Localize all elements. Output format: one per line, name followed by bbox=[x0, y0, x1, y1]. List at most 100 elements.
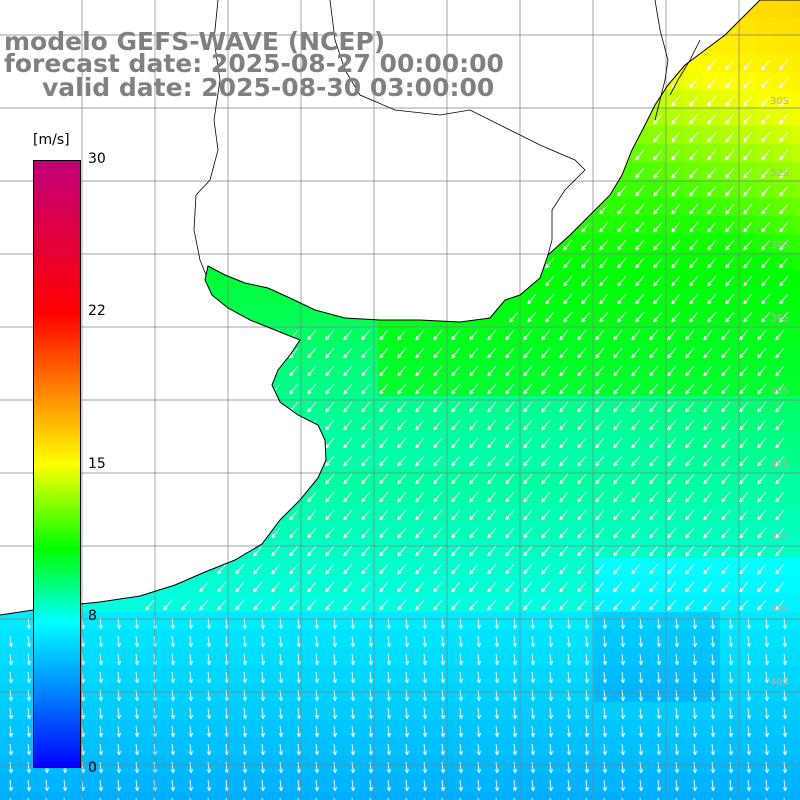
wind-arrow bbox=[649, 563, 659, 575]
wind-arrow bbox=[674, 743, 680, 756]
speed-cell bbox=[720, 234, 739, 253]
wind-arrow bbox=[635, 311, 645, 323]
wind-arrow bbox=[635, 203, 645, 215]
wind-arrow bbox=[671, 257, 681, 269]
speed-cell bbox=[630, 198, 649, 217]
speed-cell bbox=[594, 702, 613, 721]
speed-cell bbox=[774, 684, 793, 703]
wind-arrow bbox=[476, 761, 482, 774]
speed-cell bbox=[720, 666, 739, 685]
speed-cell bbox=[576, 594, 595, 613]
wind-arrow bbox=[656, 761, 662, 774]
wind-arrow bbox=[725, 149, 735, 161]
speed-cell bbox=[702, 648, 721, 667]
wind-arrow bbox=[350, 725, 356, 738]
wind-arrow bbox=[361, 473, 371, 485]
wind-arrow bbox=[397, 563, 407, 575]
speed-cell bbox=[684, 288, 703, 307]
wind-arrow bbox=[505, 365, 515, 377]
wind-arrow bbox=[451, 563, 461, 575]
wind-arrow bbox=[764, 779, 770, 792]
wind-arrow bbox=[98, 707, 104, 720]
wind-arrow bbox=[361, 437, 371, 449]
wind-arrow bbox=[728, 653, 734, 666]
wind-arrow bbox=[199, 509, 209, 521]
wind-arrow bbox=[631, 383, 641, 395]
wind-arrow bbox=[523, 329, 533, 341]
wind-arrow bbox=[782, 779, 788, 792]
speed-cell bbox=[288, 540, 307, 559]
speed-cell bbox=[630, 414, 649, 433]
wind-arrow bbox=[599, 203, 609, 215]
wind-arrow bbox=[692, 707, 698, 720]
speed-cell bbox=[738, 288, 757, 307]
speed-cell bbox=[576, 720, 595, 739]
speed-cell bbox=[324, 594, 343, 613]
wind-arrow bbox=[505, 437, 515, 449]
speed-cell bbox=[522, 666, 541, 685]
wind-arrow bbox=[509, 311, 519, 323]
wind-arrow bbox=[307, 329, 317, 341]
speed-cell bbox=[756, 342, 775, 361]
speed-cell bbox=[288, 774, 307, 793]
wind-arrow bbox=[350, 743, 356, 756]
speed-cell bbox=[342, 414, 361, 433]
wind-arrow bbox=[703, 455, 713, 467]
speed-cell bbox=[486, 792, 505, 800]
speed-cell bbox=[774, 504, 793, 523]
speed-cell bbox=[738, 648, 757, 667]
wind-arrow bbox=[559, 545, 569, 557]
wind-arrow bbox=[512, 743, 518, 756]
speed-cell bbox=[450, 612, 469, 631]
speed-cell bbox=[684, 666, 703, 685]
speed-cell bbox=[594, 774, 613, 793]
speed-cell bbox=[756, 558, 775, 577]
speed-cell bbox=[594, 504, 613, 523]
speed-cell bbox=[450, 396, 469, 415]
speed-cell bbox=[774, 702, 793, 721]
wind-arrow bbox=[530, 617, 536, 630]
wind-arrow bbox=[199, 581, 209, 593]
wind-arrow bbox=[707, 59, 717, 71]
speed-cell bbox=[288, 720, 307, 739]
wind-arrow bbox=[397, 329, 407, 341]
wind-arrow bbox=[440, 779, 446, 792]
wind-arrow bbox=[559, 473, 569, 485]
wind-arrow bbox=[685, 545, 695, 557]
speed-cell bbox=[468, 540, 487, 559]
speed-cell bbox=[774, 342, 793, 361]
speed-cell bbox=[630, 360, 649, 379]
speed-cell bbox=[774, 252, 793, 271]
speed-cell bbox=[594, 576, 613, 595]
speed-cell bbox=[594, 234, 613, 253]
speed-cell bbox=[774, 576, 793, 595]
speed-cell bbox=[720, 324, 739, 343]
speed-cell bbox=[342, 738, 361, 757]
wind-arrow bbox=[199, 419, 209, 431]
speed-cell bbox=[756, 234, 775, 253]
speed-cell bbox=[540, 378, 559, 397]
speed-cell bbox=[720, 54, 739, 73]
wind-arrow bbox=[703, 365, 713, 377]
speed-cell bbox=[504, 360, 523, 379]
wind-arrow bbox=[764, 761, 770, 774]
speed-cell bbox=[702, 360, 721, 379]
speed-cell bbox=[576, 432, 595, 451]
speed-cell bbox=[576, 630, 595, 649]
wind-arrow bbox=[235, 329, 245, 341]
wind-arrow bbox=[602, 761, 608, 774]
wind-arrow bbox=[721, 365, 731, 377]
wind-arrow bbox=[689, 239, 699, 251]
wind-arrow bbox=[368, 671, 374, 684]
speed-cell bbox=[792, 738, 800, 757]
speed-cell bbox=[468, 594, 487, 613]
speed-cell bbox=[612, 306, 631, 325]
wind-arrow bbox=[397, 383, 407, 395]
wind-arrow bbox=[170, 635, 176, 648]
wind-arrow bbox=[692, 725, 698, 738]
speed-cell bbox=[666, 234, 685, 253]
speed-cell bbox=[234, 576, 253, 595]
speed-cell bbox=[126, 792, 145, 800]
speed-cell bbox=[720, 738, 739, 757]
speed-cell bbox=[234, 612, 253, 631]
